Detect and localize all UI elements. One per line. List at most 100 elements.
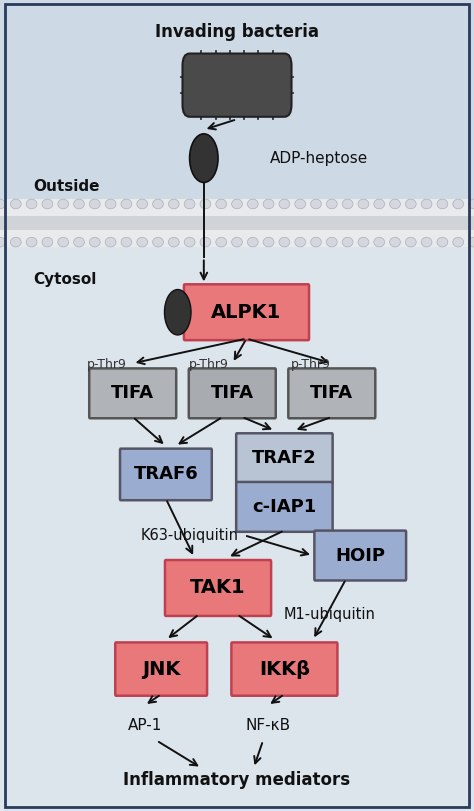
FancyBboxPatch shape	[288, 368, 375, 418]
Text: TIFA: TIFA	[211, 384, 254, 402]
Ellipse shape	[121, 200, 132, 208]
Text: AP-1: AP-1	[128, 719, 162, 733]
Ellipse shape	[247, 238, 258, 247]
Ellipse shape	[10, 200, 21, 208]
Ellipse shape	[327, 200, 337, 208]
Ellipse shape	[358, 238, 369, 247]
Ellipse shape	[263, 200, 274, 208]
Ellipse shape	[469, 238, 474, 247]
Ellipse shape	[295, 200, 306, 208]
Ellipse shape	[374, 238, 384, 247]
Ellipse shape	[0, 238, 5, 247]
Ellipse shape	[73, 200, 84, 208]
Ellipse shape	[153, 200, 164, 208]
FancyBboxPatch shape	[89, 368, 176, 418]
Ellipse shape	[137, 200, 147, 208]
Text: Inflammatory mediators: Inflammatory mediators	[123, 771, 351, 789]
Circle shape	[190, 134, 218, 182]
Bar	[0, 217, 474, 230]
Text: Cytosol: Cytosol	[33, 272, 97, 287]
Ellipse shape	[421, 200, 432, 208]
Ellipse shape	[58, 238, 69, 247]
Text: p-Thr9: p-Thr9	[189, 358, 228, 371]
Ellipse shape	[437, 238, 448, 247]
Ellipse shape	[390, 200, 401, 208]
Text: HOIP: HOIP	[335, 547, 385, 564]
Ellipse shape	[279, 238, 290, 247]
Text: TAK1: TAK1	[190, 578, 246, 598]
Ellipse shape	[168, 200, 179, 208]
FancyBboxPatch shape	[165, 560, 271, 616]
FancyBboxPatch shape	[184, 285, 309, 340]
Ellipse shape	[184, 200, 195, 208]
Ellipse shape	[342, 238, 353, 247]
Text: NF-κB: NF-κB	[245, 719, 291, 733]
Ellipse shape	[295, 238, 306, 247]
FancyBboxPatch shape	[182, 54, 292, 117]
Text: M1-ubiquitin: M1-ubiquitin	[283, 607, 375, 622]
Ellipse shape	[200, 200, 211, 208]
FancyBboxPatch shape	[189, 368, 276, 418]
Text: TIFA: TIFA	[310, 384, 353, 402]
FancyBboxPatch shape	[231, 642, 337, 696]
Ellipse shape	[216, 200, 227, 208]
Ellipse shape	[437, 200, 448, 208]
Ellipse shape	[105, 200, 116, 208]
Ellipse shape	[26, 200, 37, 208]
FancyBboxPatch shape	[236, 433, 333, 483]
Ellipse shape	[10, 238, 21, 247]
Ellipse shape	[42, 238, 53, 247]
Ellipse shape	[121, 238, 132, 247]
Bar	[0, 0, 474, 199]
Text: JNK: JNK	[142, 659, 180, 679]
FancyBboxPatch shape	[115, 642, 207, 696]
Text: Invading bacteria: Invading bacteria	[155, 23, 319, 41]
Text: K63-ubiquitin: K63-ubiquitin	[141, 528, 238, 543]
Ellipse shape	[168, 238, 179, 247]
Ellipse shape	[421, 238, 432, 247]
Text: TRAF6: TRAF6	[134, 466, 198, 483]
Ellipse shape	[310, 200, 321, 208]
Ellipse shape	[327, 238, 337, 247]
Ellipse shape	[358, 200, 369, 208]
Text: TRAF2: TRAF2	[252, 449, 317, 467]
Ellipse shape	[453, 200, 464, 208]
FancyBboxPatch shape	[236, 482, 333, 532]
Ellipse shape	[232, 238, 242, 247]
Ellipse shape	[184, 238, 195, 247]
Ellipse shape	[374, 200, 384, 208]
Text: p-Thr9: p-Thr9	[87, 358, 127, 371]
Ellipse shape	[200, 238, 211, 247]
Ellipse shape	[279, 200, 290, 208]
Ellipse shape	[105, 238, 116, 247]
Text: Outside: Outside	[33, 179, 100, 194]
Ellipse shape	[405, 238, 416, 247]
Ellipse shape	[453, 238, 464, 247]
Text: ALPK1: ALPK1	[211, 303, 282, 322]
Ellipse shape	[0, 200, 5, 208]
Text: c-IAP1: c-IAP1	[252, 498, 317, 516]
Ellipse shape	[137, 238, 147, 247]
Ellipse shape	[73, 238, 84, 247]
Ellipse shape	[247, 200, 258, 208]
Bar	[0, 199, 474, 247]
FancyBboxPatch shape	[120, 448, 212, 500]
Ellipse shape	[469, 200, 474, 208]
Ellipse shape	[232, 200, 242, 208]
Ellipse shape	[342, 200, 353, 208]
Ellipse shape	[90, 200, 100, 208]
Text: IKKβ: IKKβ	[259, 659, 310, 679]
Text: p-Thr9: p-Thr9	[291, 358, 330, 371]
Ellipse shape	[26, 238, 37, 247]
Ellipse shape	[405, 200, 416, 208]
Ellipse shape	[90, 238, 100, 247]
Ellipse shape	[216, 238, 227, 247]
Circle shape	[164, 290, 191, 335]
FancyBboxPatch shape	[314, 530, 406, 581]
Ellipse shape	[42, 200, 53, 208]
Text: ADP-heptose: ADP-heptose	[270, 151, 368, 165]
Ellipse shape	[263, 238, 274, 247]
Ellipse shape	[153, 238, 164, 247]
Ellipse shape	[390, 238, 401, 247]
Text: TIFA: TIFA	[111, 384, 154, 402]
